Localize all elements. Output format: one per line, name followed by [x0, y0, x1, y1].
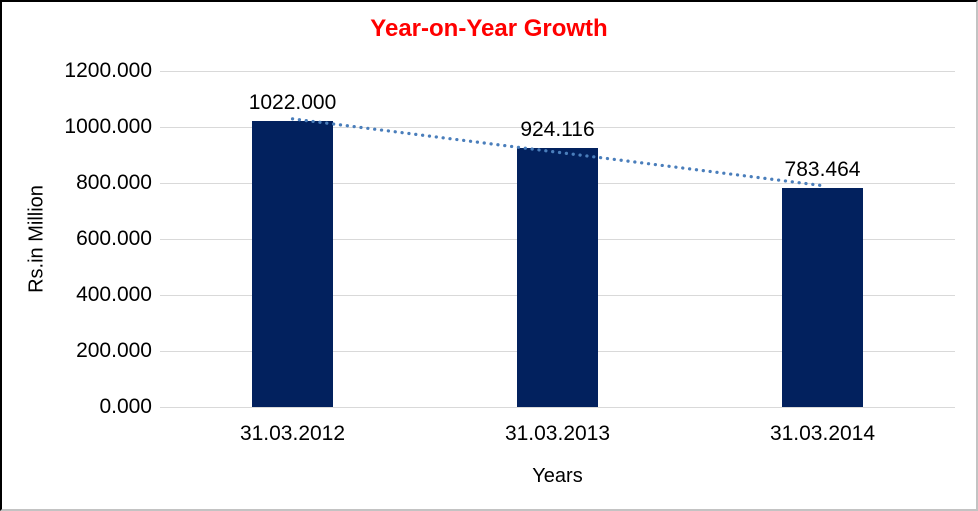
bar-31.03.2012: [252, 120, 333, 407]
y-axis-tick-label: 200.000: [76, 339, 152, 362]
plot-area: 1022.000 924.116 783.464: [160, 71, 955, 408]
y-axis-tick-label: 600.000: [76, 227, 152, 250]
gridline: [160, 407, 955, 408]
y-axis-tick-label: 400.000: [76, 283, 152, 306]
y-axis-tick-label: 1000.000: [64, 115, 152, 138]
bar-31.03.2014: [782, 187, 863, 407]
bar-value-label: 783.464: [784, 157, 861, 181]
x-axis-title: Years: [532, 465, 583, 487]
bar-value-label: 924.116: [520, 118, 595, 142]
x-axis-tick-label: 31.03.2012: [239, 422, 346, 445]
bar-value-label: 1022.000: [248, 90, 337, 114]
gridline: [160, 71, 955, 72]
bar-31.03.2013: [517, 148, 598, 407]
chart-title: Year-on-Year Growth: [370, 15, 608, 42]
y-axis-tick-label: 1200.000: [64, 59, 152, 82]
y-axis-tick-label: 800.000: [76, 171, 152, 194]
x-axis-tick-label: 31.03.2013: [504, 422, 611, 445]
x-axis-tick-label: 31.03.2014: [769, 422, 876, 445]
y-axis-tick-label: 0.000: [99, 395, 152, 418]
